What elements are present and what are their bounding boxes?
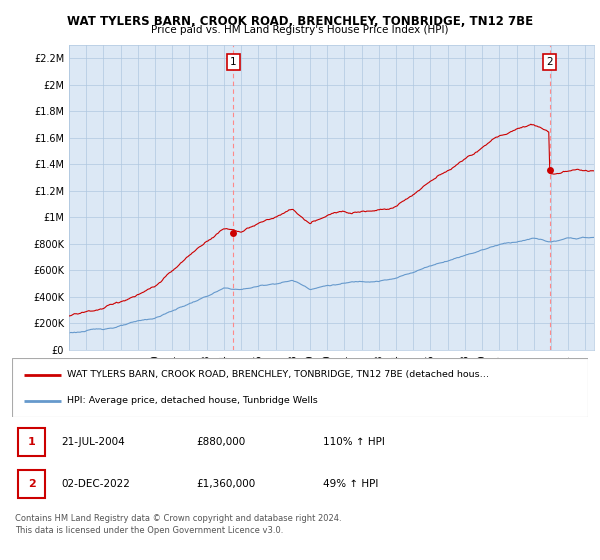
Text: 21-JUL-2004: 21-JUL-2004 xyxy=(61,437,125,447)
Bar xyxy=(18,470,46,498)
Text: 1: 1 xyxy=(28,437,35,447)
Text: 2: 2 xyxy=(28,479,35,489)
FancyBboxPatch shape xyxy=(12,358,588,417)
Text: WAT TYLERS BARN, CROOK ROAD, BRENCHLEY, TONBRIDGE, TN12 7BE (detached hous…: WAT TYLERS BARN, CROOK ROAD, BRENCHLEY, … xyxy=(67,370,489,379)
Text: 1: 1 xyxy=(230,57,236,67)
Bar xyxy=(18,428,46,456)
Text: Contains HM Land Registry data © Crown copyright and database right 2024.
This d: Contains HM Land Registry data © Crown c… xyxy=(15,514,341,535)
Text: HPI: Average price, detached house, Tunbridge Wells: HPI: Average price, detached house, Tunb… xyxy=(67,396,317,405)
Text: WAT TYLERS BARN, CROOK ROAD, BRENCHLEY, TONBRIDGE, TN12 7BE: WAT TYLERS BARN, CROOK ROAD, BRENCHLEY, … xyxy=(67,15,533,27)
Text: 110% ↑ HPI: 110% ↑ HPI xyxy=(323,437,385,447)
Text: 2: 2 xyxy=(546,57,553,67)
Text: Price paid vs. HM Land Registry's House Price Index (HPI): Price paid vs. HM Land Registry's House … xyxy=(151,25,449,35)
Text: £880,000: £880,000 xyxy=(196,437,245,447)
Text: £1,360,000: £1,360,000 xyxy=(196,479,256,489)
Text: 02-DEC-2022: 02-DEC-2022 xyxy=(61,479,130,489)
Text: 49% ↑ HPI: 49% ↑ HPI xyxy=(323,479,379,489)
